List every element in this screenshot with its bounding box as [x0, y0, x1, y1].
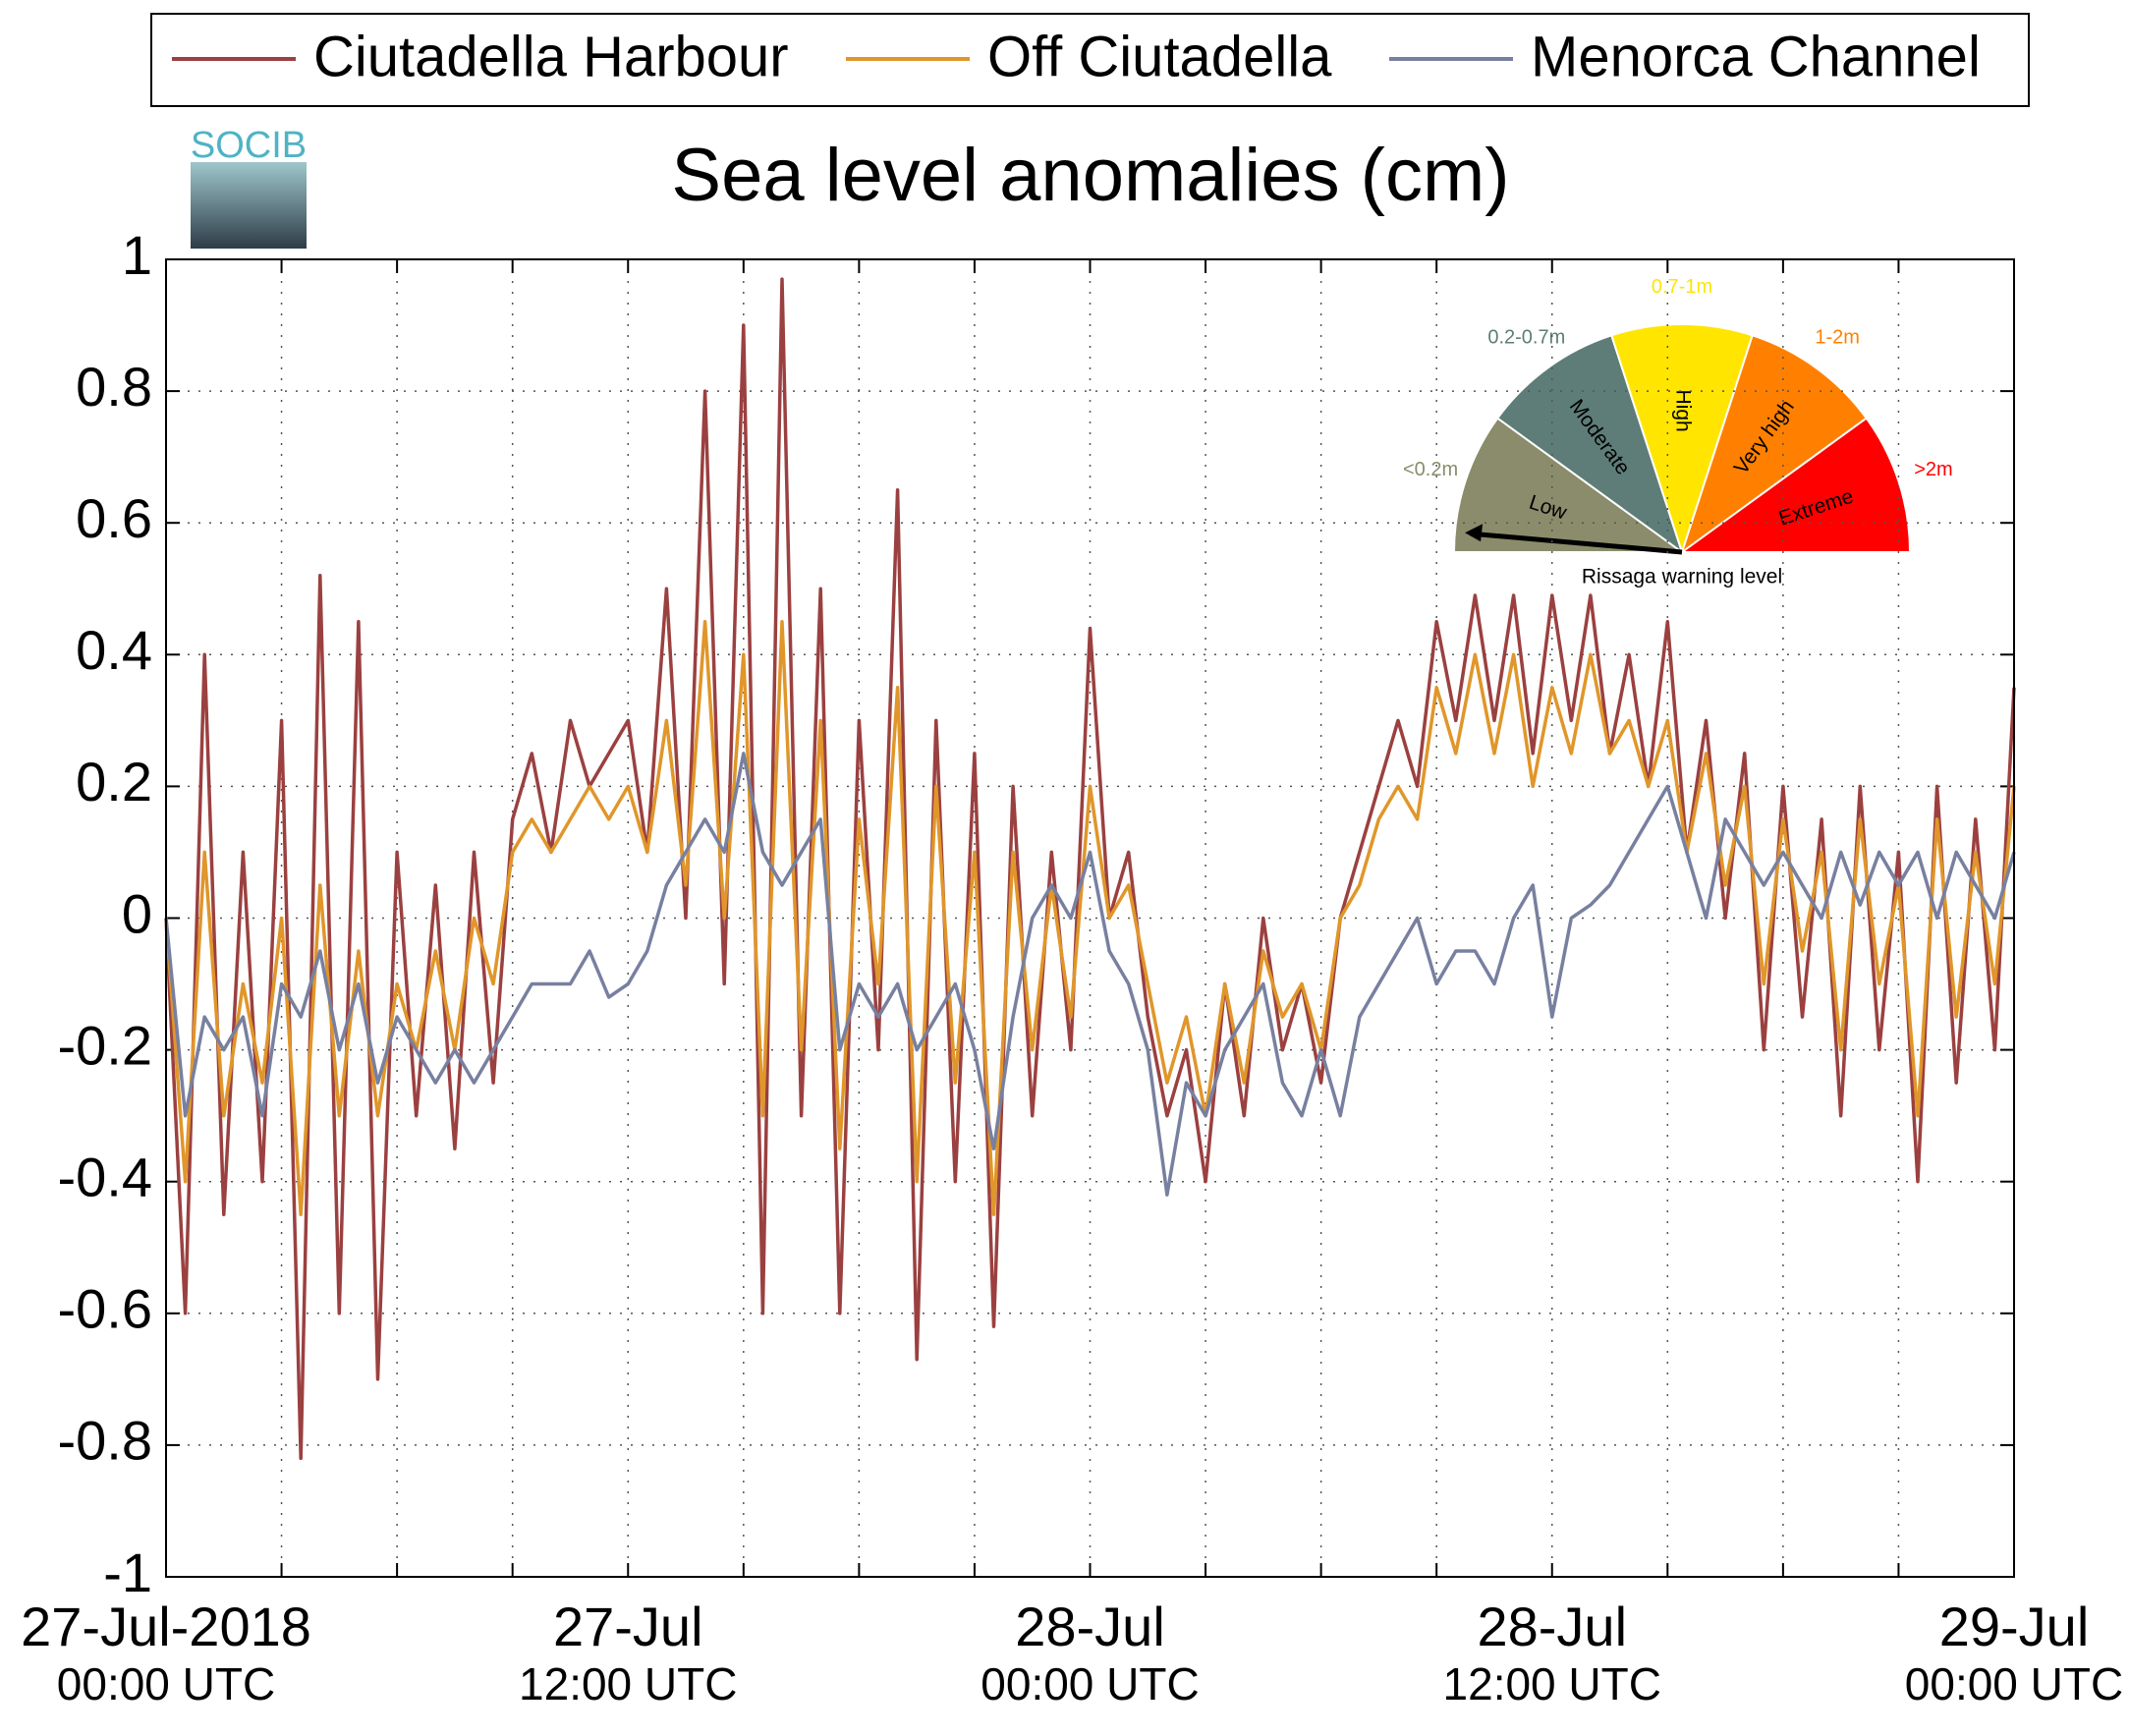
gauge-segment — [1678, 417, 1912, 553]
y-tick-label: 0.2 — [76, 751, 152, 812]
gauge: <0.2mLow0.2-0.7mModerate0.7-1mHigh1-2mVe… — [1403, 276, 1953, 588]
x-tick-label: 00:00 UTC — [980, 1658, 1199, 1709]
x-tick-label: 29-Jul — [1939, 1596, 2090, 1657]
gauge-range: >2m — [1914, 459, 1952, 480]
x-tick-label: 27-Jul — [553, 1596, 703, 1657]
y-tick-label: -0.2 — [58, 1014, 153, 1076]
logo-text: SOCIB — [191, 125, 307, 166]
gauge-level-name: High — [1671, 390, 1694, 432]
legend-box — [150, 13, 2030, 107]
series-line — [164, 752, 2016, 1197]
y-tick-label: 1 — [122, 224, 152, 286]
gauge-label: Rissaga warning level — [1582, 566, 1782, 588]
y-tick-label: -1 — [103, 1541, 152, 1603]
x-tick-label: 28-Jul — [1015, 1596, 1165, 1657]
series-line — [164, 620, 2016, 1216]
x-tick-label: 00:00 UTC — [57, 1658, 275, 1709]
gauge-range: 1-2m — [1815, 327, 1860, 349]
gauge-range: <0.2m — [1403, 459, 1458, 480]
y-tick-label: -0.4 — [58, 1146, 153, 1207]
x-tick-label: 27-Jul-2018 — [21, 1596, 311, 1657]
series-line — [164, 277, 2016, 1461]
x-tick-label: 12:00 UTC — [1443, 1658, 1661, 1709]
chart-title: Sea level anomalies (cm) — [671, 134, 1509, 217]
gauge-segment — [1610, 323, 1754, 556]
gauge-range: 0.7-1m — [1652, 276, 1712, 298]
legend-label: Ciutadella Harbour — [313, 25, 789, 88]
y-tick-label: 0.4 — [76, 619, 152, 681]
y-tick-label: 0 — [122, 882, 152, 944]
x-tick-label: 00:00 UTC — [1905, 1658, 2123, 1709]
legend-label: Off Ciutadella — [987, 25, 1332, 88]
gauge-segment — [1452, 417, 1686, 553]
y-tick-label: 0.8 — [76, 356, 152, 418]
gauge-segment — [1495, 334, 1684, 555]
x-tick-label: 28-Jul — [1477, 1596, 1627, 1657]
y-tick-label: -0.6 — [58, 1278, 153, 1340]
gauge-needle — [1470, 531, 1683, 555]
legend-label: Menorca Channel — [1531, 25, 1981, 88]
y-tick-label: 0.6 — [76, 487, 152, 549]
plot-frame — [165, 258, 2015, 1578]
gauge-needle-head — [1465, 524, 1484, 542]
logo-mark — [191, 162, 307, 249]
y-tick-label: -0.8 — [58, 1410, 153, 1472]
gauge-range: 0.2-0.7m — [1487, 327, 1565, 349]
gauge-segment — [1680, 334, 1869, 555]
x-tick-label: 12:00 UTC — [519, 1658, 737, 1709]
